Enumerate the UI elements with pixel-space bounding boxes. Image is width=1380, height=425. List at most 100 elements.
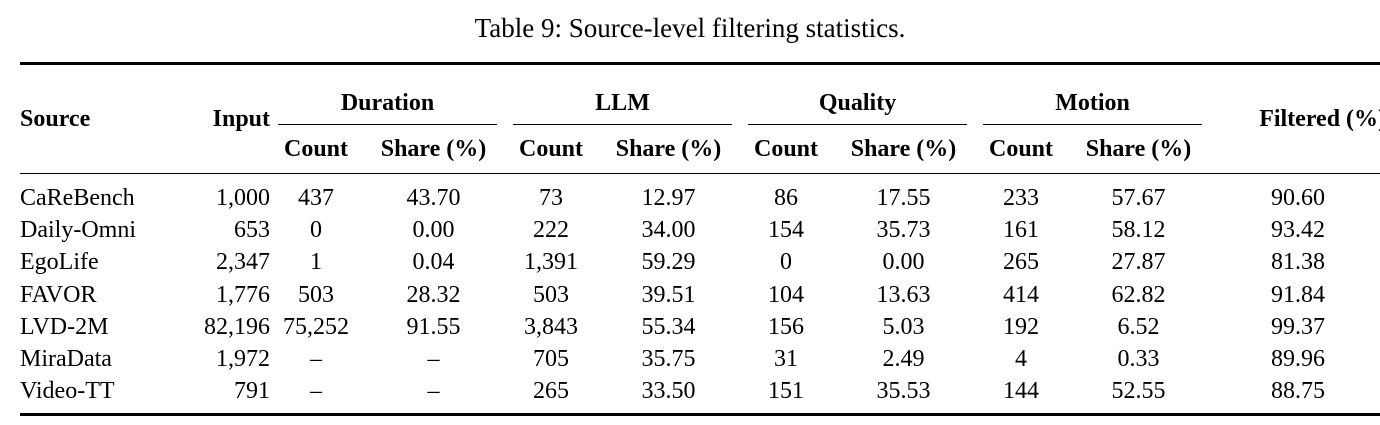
table-row: LVD-2M 82,196 75,252 91.55 3,843 55.34 1… (20, 311, 1380, 343)
header-quality-label: Quality (818, 90, 897, 116)
cell-filtered: 81.38 (1271, 249, 1326, 276)
cell-motion-count: 414 (1003, 281, 1040, 308)
table-body: CaReBench 1,000 437 43.70 73 12.97 86 17… (20, 173, 1380, 417)
cell-duration-count: 503 (298, 281, 334, 308)
cell-source: EgoLife (20, 249, 99, 276)
header-filtered: Filtered (%) (1210, 62, 1380, 174)
cell-filtered: 89.96 (1271, 346, 1326, 373)
cell-llm-share: 55.34 (641, 313, 696, 340)
header-motion: Motion (975, 62, 1211, 125)
cell-llm-share: 39.51 (641, 281, 696, 308)
cell-llm-share: 35.75 (641, 346, 696, 373)
header-source: Source (20, 62, 170, 174)
header-llm-share: Share (%) (615, 135, 722, 162)
header-llm: LLM (505, 62, 741, 125)
cell-source: FAVOR (20, 281, 97, 308)
header-quality-count: Count (754, 135, 819, 162)
table-row: FAVOR 1,776 503 28.32 503 39.51 104 13.6… (20, 279, 1380, 311)
cell-source: Daily-Omni (20, 217, 136, 244)
cell-motion-count: 233 (975, 173, 1068, 215)
table-row: CaReBench 1,000 437 43.70 73 12.97 86 17… (20, 173, 1380, 215)
cell-quality-count: 31 (774, 346, 799, 373)
cell-duration-count: 437 (270, 173, 362, 215)
cell-quality-count: 151 (740, 375, 833, 417)
header-quality-share: Share (%) (850, 135, 957, 162)
cell-quality-share: 35.73 (876, 217, 931, 244)
cell-llm-count: 503 (533, 281, 569, 308)
header-motion-share: Share (%) (1085, 135, 1192, 162)
cell-duration-share: 43.70 (362, 173, 505, 215)
cell-input: 82,196 (204, 313, 270, 340)
cell-input: 1,972 (216, 346, 270, 373)
cell-quality-count: 0 (780, 249, 793, 276)
cell-quality-share: 17.55 (832, 173, 976, 215)
cell-duration-share: 91.55 (406, 313, 461, 340)
cell-llm-count: 265 (505, 375, 597, 417)
cell-motion-count: 265 (1003, 249, 1040, 276)
cell-quality-share: 35.53 (832, 375, 976, 417)
cell-source: MiraData (20, 346, 112, 373)
cell-source: Video-TT (20, 375, 170, 417)
cell-duration-count: 75,252 (283, 313, 349, 340)
cell-motion-share: 62.82 (1111, 281, 1166, 308)
cell-llm-share: 59.29 (641, 249, 696, 276)
cell-input: 1,000 (170, 173, 270, 215)
cell-duration-share: 0.00 (412, 217, 455, 244)
cell-motion-share: 57.67 (1067, 173, 1211, 215)
cell-llm-count: 705 (533, 346, 569, 373)
cell-motion-share: 52.55 (1067, 375, 1211, 417)
header-duration: Duration (270, 62, 505, 125)
cell-motion-count: 192 (1003, 313, 1040, 340)
cell-quality-count: 86 (740, 173, 833, 215)
table-caption: Table 9: Source-level filtering statisti… (474, 13, 906, 43)
header-input: Input (170, 62, 270, 174)
cell-quality-share: 13.63 (876, 281, 931, 308)
table-row: EgoLife 2,347 1 0.04 1,391 59.29 0 0.00 … (20, 246, 1380, 278)
cell-duration-count: 0 (310, 217, 322, 244)
cell-llm-share: 33.50 (597, 375, 741, 417)
cell-duration-share: 0.04 (412, 249, 455, 276)
cell-motion-share: 58.12 (1111, 217, 1166, 244)
cell-input: 2,347 (216, 249, 270, 276)
cell-quality-count: 104 (768, 281, 805, 308)
cell-llm-count: 222 (533, 217, 569, 244)
cell-duration-count: – (310, 346, 322, 373)
cell-source: LVD-2M (20, 313, 109, 340)
cell-quality-count: 154 (768, 217, 805, 244)
cell-llm-share: 12.97 (597, 173, 741, 215)
cell-llm-share: 34.00 (641, 217, 696, 244)
cell-input: 791 (170, 375, 270, 417)
cell-motion-count: 144 (975, 375, 1068, 417)
header-quality: Quality (740, 62, 976, 125)
header-duration-share: Share (%) (380, 135, 487, 162)
cell-source: CaReBench (20, 173, 170, 215)
cell-motion-count: 4 (1015, 346, 1028, 373)
cell-duration-share: – (362, 375, 505, 417)
cell-motion-count: 161 (1003, 217, 1040, 244)
cell-filtered: 91.84 (1271, 281, 1326, 308)
header-motion-label: Motion (1055, 90, 1130, 116)
cell-input: 1,776 (216, 281, 270, 308)
cell-motion-share: 0.33 (1117, 346, 1160, 373)
header-llm-count: Count (518, 135, 584, 162)
table-row: MiraData 1,972 – – 705 35.75 31 2.49 4 0… (20, 343, 1380, 375)
cell-input: 653 (234, 217, 270, 244)
cell-llm-count: 73 (505, 173, 597, 215)
cell-filtered: 93.42 (1271, 217, 1326, 244)
cell-motion-share: 6.52 (1117, 313, 1160, 340)
header-llm-label: LLM (595, 90, 650, 116)
cell-filtered: 99.37 (1271, 313, 1326, 340)
cell-quality-share: 2.49 (882, 346, 925, 373)
cell-filtered: 88.75 (1210, 375, 1380, 417)
cell-llm-count: 3,843 (524, 313, 578, 340)
table-row: Daily-Omni 653 0 0.00 222 34.00 154 35.7… (20, 214, 1380, 246)
header-duration-count: Count (283, 135, 349, 162)
cell-quality-share: 5.03 (882, 313, 925, 340)
cell-quality-count: 156 (768, 313, 805, 340)
cell-duration-share: – (427, 346, 440, 373)
table-row: Video-TT 791 – – 265 33.50 151 35.53 144… (20, 375, 1380, 417)
header-duration-label: Duration (340, 90, 435, 116)
cell-duration-count: 1 (310, 249, 322, 276)
cell-duration-share: 28.32 (406, 281, 461, 308)
cell-filtered: 90.60 (1210, 173, 1380, 215)
